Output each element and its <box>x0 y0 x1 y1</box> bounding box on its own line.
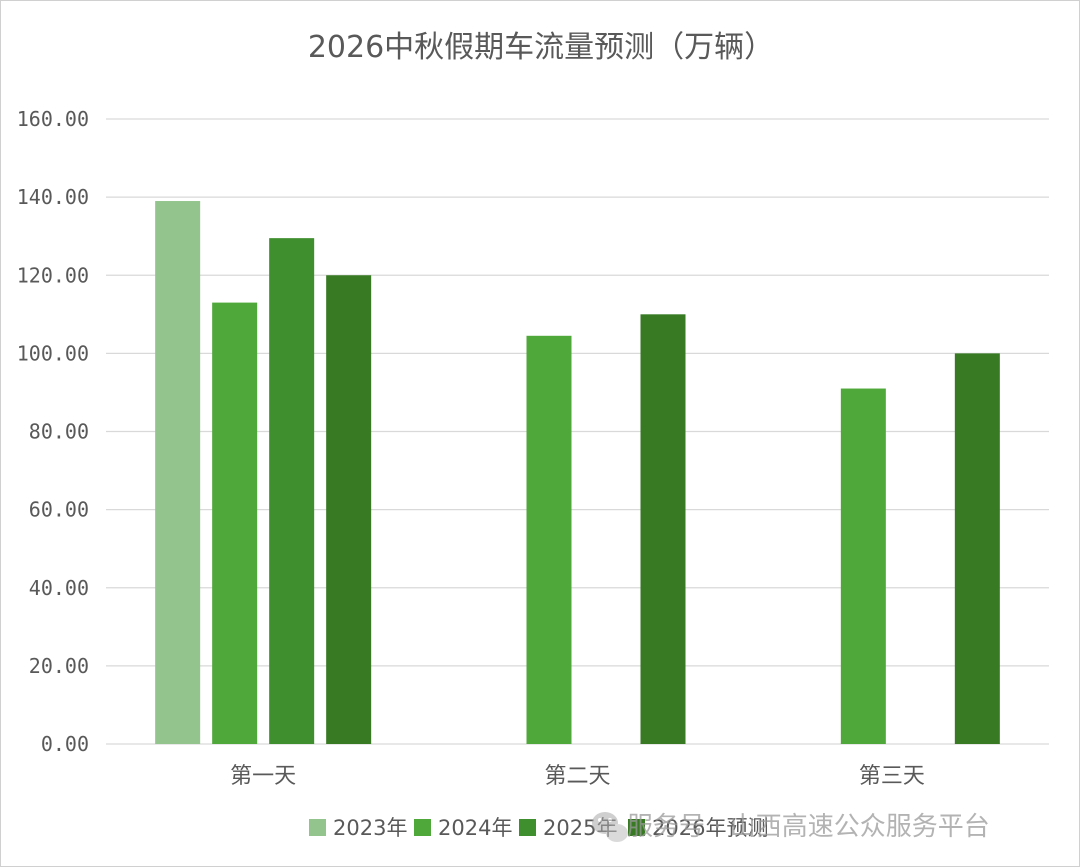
y-tick-label: 120.00 <box>17 263 89 287</box>
gridlines <box>106 118 1049 745</box>
y-axis-ticks: 0.00 20.00 40.00 60.00 80.00 100.00 120.00 140.… <box>17 107 89 756</box>
legend-swatch <box>628 819 645 836</box>
bars <box>155 201 1000 744</box>
legend: 2023年 2024年 2025年 2026年预测 <box>309 816 768 840</box>
bar-1-4 <box>326 275 372 744</box>
legend-label: 2024年 <box>438 816 512 840</box>
watermark: 服务号 · 山西高速公众服务平台 <box>592 812 990 842</box>
y-tick-label: 80.00 <box>29 420 89 444</box>
bar-2-4 <box>640 314 686 744</box>
y-tick-label: 100.00 <box>17 341 89 365</box>
wechat-icon <box>592 812 628 842</box>
y-tick-label: 60.00 <box>29 498 89 522</box>
legend-swatch <box>414 819 431 836</box>
legend-swatch <box>309 819 326 836</box>
legend-label: 2026年预测 <box>652 816 768 840</box>
bar-2-2 <box>526 335 572 744</box>
bar-3-2 <box>840 388 886 744</box>
bar-1-3 <box>269 238 315 744</box>
x-axis-ticks: 第一天 第二天 第三天 <box>230 764 925 789</box>
bar-1-1 <box>155 201 201 744</box>
watermark-text: 服务号 · 山西高速公众服务平台 <box>627 812 990 842</box>
y-tick-label: 140.00 <box>17 185 89 209</box>
y-tick-label: 40.00 <box>29 576 89 600</box>
y-tick-label: 160.00 <box>17 107 89 131</box>
chart-title: 2026中秋假期车流量预测（万辆） <box>308 30 774 65</box>
x-tick-label: 第二天 <box>544 764 610 789</box>
x-tick-label: 第一天 <box>230 764 296 789</box>
y-tick-label: 0.00 <box>41 732 89 756</box>
legend-label: 2023年 <box>333 816 407 840</box>
y-tick-label: 20.00 <box>29 654 89 678</box>
bar-3-4 <box>954 353 1000 744</box>
x-tick-label: 第三天 <box>859 764 925 789</box>
legend-swatch <box>519 819 536 836</box>
bar-1-2 <box>212 302 258 744</box>
